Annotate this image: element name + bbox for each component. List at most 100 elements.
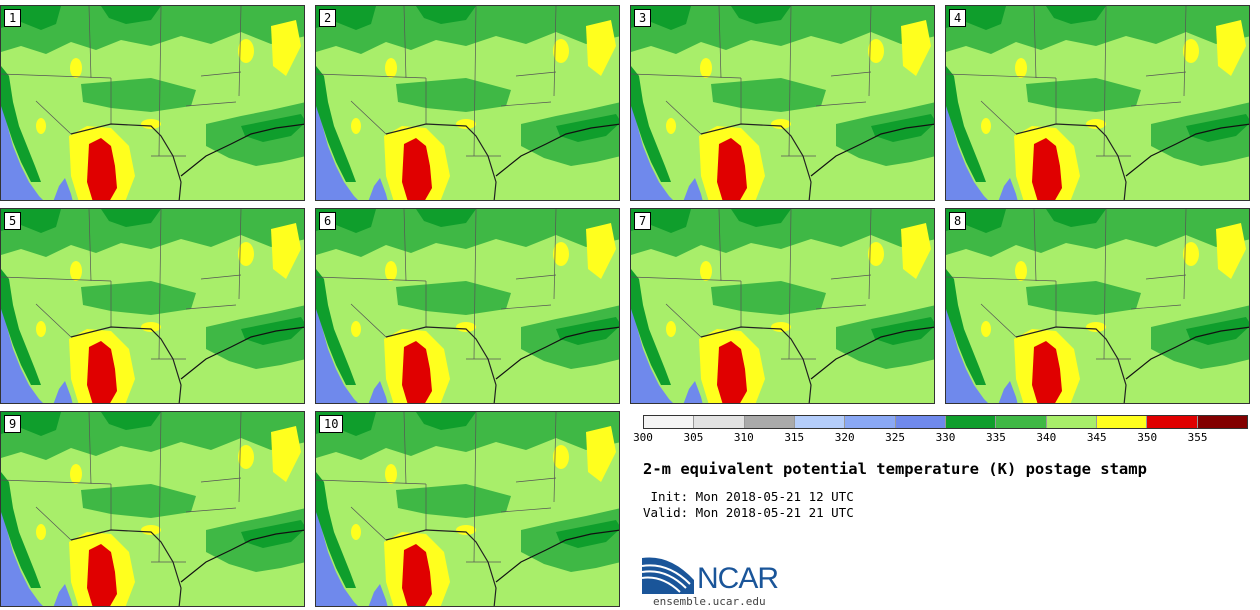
map-svg bbox=[1, 6, 304, 200]
gulf-region bbox=[816, 154, 934, 200]
gulf-of-california bbox=[998, 178, 1018, 200]
state-lines bbox=[1, 209, 242, 360]
east-dark-green bbox=[1186, 114, 1249, 142]
north-green bbox=[316, 6, 619, 54]
colorbar-ticks: 300 305 310 315 320 325 330 335 340 345 350 355 bbox=[633, 431, 1248, 445]
central-green bbox=[81, 484, 196, 518]
texas-border bbox=[385, 123, 497, 200]
colorbar-swatch bbox=[996, 416, 1047, 428]
gulf-region bbox=[501, 560, 619, 606]
northeast-yellow bbox=[1216, 223, 1246, 279]
central-green bbox=[1026, 281, 1141, 315]
colorbar-tick-label: 345 bbox=[1086, 431, 1107, 444]
map-panel: 6 bbox=[315, 208, 620, 404]
texas-border bbox=[70, 529, 182, 606]
map-svg bbox=[631, 209, 934, 403]
red-core bbox=[1032, 138, 1062, 200]
figure-title: 2-m equivalent potential temperature (K)… bbox=[643, 460, 1147, 478]
red-core bbox=[717, 138, 747, 200]
gulf-region bbox=[816, 357, 934, 403]
coastal-green bbox=[1, 66, 41, 182]
pacific-ocean bbox=[1, 305, 43, 403]
coastal-green bbox=[631, 269, 671, 385]
red-core bbox=[717, 341, 747, 403]
gulf-of-california bbox=[368, 178, 388, 200]
red-core bbox=[87, 341, 117, 403]
central-green bbox=[711, 78, 826, 112]
north-dark-green-2 bbox=[101, 412, 161, 430]
north-dark-green-2 bbox=[416, 412, 476, 430]
colorbar-swatch bbox=[1096, 416, 1148, 428]
coastal-green bbox=[1, 472, 41, 588]
gulf-region bbox=[186, 560, 304, 606]
pacific-ocean bbox=[631, 305, 673, 403]
east-dark-green bbox=[556, 520, 619, 548]
texas-border bbox=[700, 326, 812, 403]
central-green bbox=[396, 78, 511, 112]
gulf-region bbox=[1131, 357, 1249, 403]
map-panel: 8 bbox=[945, 208, 1250, 404]
northeast-yellow bbox=[586, 223, 616, 279]
state-lines bbox=[316, 209, 557, 360]
gulf-of-california bbox=[998, 381, 1018, 403]
north-dark-green-2 bbox=[101, 209, 161, 227]
gulf-of-california bbox=[53, 381, 73, 403]
northeast-yellow bbox=[901, 223, 931, 279]
colorbar-swatch bbox=[945, 416, 997, 428]
gulf-coast bbox=[180, 123, 304, 177]
north-green bbox=[631, 209, 934, 257]
map-panel: 5 bbox=[0, 208, 305, 404]
northeast-yellow bbox=[271, 426, 301, 482]
panel-number-label: 9 bbox=[4, 415, 22, 433]
colorbar-swatch bbox=[1197, 416, 1247, 428]
north-dark-green-2 bbox=[416, 6, 476, 24]
colorbar-swatch bbox=[694, 416, 745, 428]
map-panel: 7 bbox=[630, 208, 935, 404]
colorbar-swatch bbox=[1046, 416, 1097, 428]
colorbar-tick-label: 330 bbox=[935, 431, 956, 444]
central-green bbox=[711, 281, 826, 315]
east-dark-green bbox=[556, 317, 619, 345]
panel-number-label: 3 bbox=[634, 9, 652, 27]
pacific-ocean bbox=[316, 102, 358, 200]
north-green bbox=[316, 209, 619, 257]
coastal-green bbox=[316, 472, 356, 588]
gulf-coast bbox=[495, 529, 619, 583]
gulf-of-california bbox=[368, 584, 388, 606]
north-dark-green-2 bbox=[731, 209, 791, 227]
gulf-of-california bbox=[368, 381, 388, 403]
colorbar-tick-label: 310 bbox=[733, 431, 754, 444]
pacific-ocean bbox=[316, 508, 358, 606]
red-core bbox=[87, 544, 117, 606]
colorbar-tick-label: 325 bbox=[885, 431, 906, 444]
panel-number-label: 10 bbox=[319, 415, 344, 433]
map-panel: 3 bbox=[630, 5, 935, 201]
site-url: ensemble.ucar.edu bbox=[653, 595, 766, 608]
colorbar-swatch bbox=[794, 416, 846, 428]
gulf-coast bbox=[1125, 326, 1249, 380]
colorbar-tick-label: 340 bbox=[1036, 431, 1057, 444]
gulf-region bbox=[501, 357, 619, 403]
north-green bbox=[1, 412, 304, 460]
gulf-coast bbox=[1125, 123, 1249, 177]
gulf-coast bbox=[495, 326, 619, 380]
panel-number-label: 4 bbox=[949, 9, 967, 27]
central-green bbox=[1026, 78, 1141, 112]
colorbar-swatch bbox=[845, 416, 896, 428]
state-lines bbox=[946, 6, 1187, 157]
east-dark-green bbox=[241, 317, 304, 345]
map-panel: 1 bbox=[0, 5, 305, 201]
map-svg bbox=[1, 412, 304, 606]
gulf-region bbox=[501, 154, 619, 200]
coastal-green bbox=[946, 269, 986, 385]
texas-border bbox=[1015, 123, 1127, 200]
colorbar-tick-label: 305 bbox=[683, 431, 704, 444]
east-dark-green bbox=[1186, 317, 1249, 345]
gulf-coast bbox=[810, 123, 934, 177]
map-panel: 10 bbox=[315, 411, 620, 607]
pacific-ocean bbox=[316, 305, 358, 403]
colorbar-swatch bbox=[644, 416, 695, 428]
pacific-ocean bbox=[1, 102, 43, 200]
colorbar-tick-label: 320 bbox=[834, 431, 855, 444]
coastal-green bbox=[316, 269, 356, 385]
